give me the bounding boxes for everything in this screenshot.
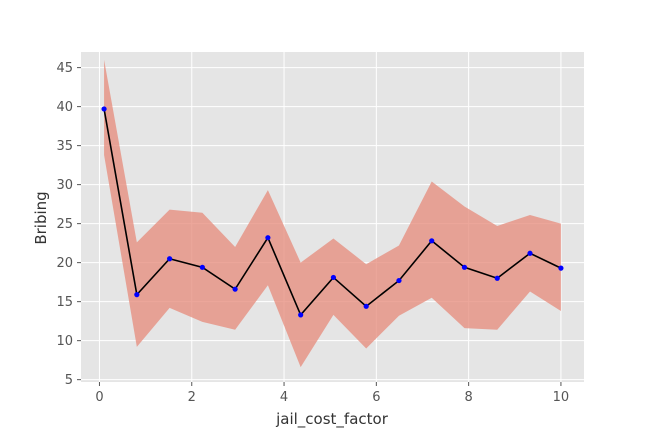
x-tick-label: 4 bbox=[280, 390, 288, 405]
data-point bbox=[232, 286, 238, 292]
data-point bbox=[330, 274, 337, 281]
x-tick-label: 2 bbox=[188, 390, 196, 405]
y-tick-label: 35 bbox=[56, 139, 73, 154]
y-tick-label: 10 bbox=[56, 334, 73, 349]
data-point bbox=[199, 264, 205, 270]
x-tick-label: 6 bbox=[372, 390, 380, 405]
x-axis-label: jail_cost_factor bbox=[275, 410, 389, 429]
x-tick-label: 10 bbox=[553, 390, 570, 405]
y-tick-label: 25 bbox=[56, 217, 73, 232]
data-point bbox=[429, 238, 435, 244]
y-tick-label: 20 bbox=[56, 256, 73, 271]
data-point bbox=[363, 303, 369, 309]
data-point bbox=[265, 235, 271, 241]
y-tick-label: 5 bbox=[65, 373, 73, 388]
y-axis-ticks: 5 10 15 20 25 30 35 40 45 bbox=[56, 61, 81, 388]
y-axis-label: Bribing bbox=[32, 191, 50, 244]
confidence-band bbox=[104, 59, 561, 368]
x-tick-label: 0 bbox=[95, 390, 103, 405]
series-markers bbox=[101, 106, 564, 318]
data-point bbox=[101, 106, 107, 112]
y-tick-label: 45 bbox=[56, 61, 73, 76]
y-tick-label: 40 bbox=[56, 100, 73, 115]
data-point bbox=[494, 275, 500, 281]
data-point bbox=[167, 256, 173, 262]
data-point bbox=[396, 277, 402, 284]
data-point bbox=[134, 292, 140, 298]
x-tick-label: 8 bbox=[464, 390, 472, 405]
data-point bbox=[527, 250, 533, 256]
data-point bbox=[461, 264, 468, 270]
data-point bbox=[298, 312, 304, 318]
plot-background bbox=[81, 52, 584, 382]
y-tick-label: 30 bbox=[56, 178, 73, 193]
y-tick-label: 15 bbox=[56, 295, 73, 310]
x-axis-ticks: 0 2 4 6 8 10 bbox=[95, 382, 569, 405]
data-point bbox=[558, 265, 564, 271]
